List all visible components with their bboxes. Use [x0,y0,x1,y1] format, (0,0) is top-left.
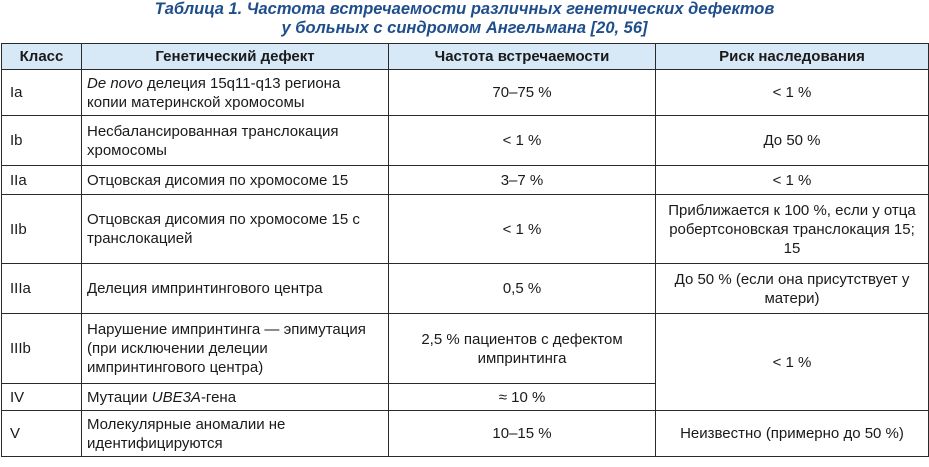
cell-risk: Приближается к 100 %, если у отца роберт… [655,194,929,264]
cell-risk: До 50 % (если она присутствует у матери) [655,263,929,314]
cell-frequency: 2,5 % пациентов с дефектом импринтинга [388,313,656,384]
genetic-defects-table: Класс Генетический дефект Частота встреч… [1,43,929,457]
cell-frequency: 10–15 % [388,410,656,457]
defect-text: Мутации [87,388,152,406]
table-row: IIa Отцовская дисомия по хромосоме 15 3–… [1,165,929,195]
cell-risk: Неизвестно (примерно до 50 %) [655,410,929,457]
cell-frequency: 0,5 % [388,263,656,314]
defect-italic-term: UBE3A [151,388,201,406]
table-row: IIIa Делеция импринтингового центра 0,5 … [1,263,929,314]
header-defect: Генетический дефект [81,43,389,70]
cell-defect: Отцовская дисомия по хромосоме 15 с тран… [81,194,389,264]
caption-line-1: Таблица 1. Частота встречаемости различн… [154,0,775,18]
cell-risk: < 1 % [655,165,929,195]
caption-line-2: у больных с синдромом Ангельмана [20, 56… [281,19,648,37]
header-class: Класс [1,43,82,70]
cell-frequency: 70–75 % [388,69,656,116]
cell-defect: Нарушение импринтинга — эпимутация (при … [81,313,389,384]
cell-risk: < 1 % [655,313,929,411]
cell-defect: Отцовская дисомия по хромосоме 15 [81,165,389,195]
table-row: Ia De novo делеция 15q11-q13 региона коп… [1,69,929,116]
cell-frequency: < 1 % [388,115,656,166]
cell-class: IV [1,383,82,411]
cell-frequency: < 1 % [388,194,656,264]
cell-class: V [1,410,82,457]
cell-defect: Молекулярные аномалии не идентифицируютс… [81,410,389,457]
cell-defect: De novo делеция 15q11-q13 региона копии … [81,69,389,116]
table-caption: Таблица 1. Частота встречаемости различн… [0,0,929,38]
table-header-row: Класс Генетический дефект Частота встреч… [1,43,929,70]
cell-frequency: 3–7 % [388,165,656,195]
cell-defect: Мутации UBE3A-гена [81,383,389,411]
header-frequency: Частота встречаемости [388,43,656,70]
cell-risk: До 50 % [655,115,929,166]
cell-class: IIb [1,194,82,264]
defect-italic-term: De novo [87,74,143,92]
cell-risk: < 1 % [655,69,929,116]
cell-class: IIa [1,165,82,195]
cell-defect: Несбалансированная транслокация хромосом… [81,115,389,166]
cell-class: IIIb [1,313,82,384]
header-risk: Риск наследования [655,43,929,70]
cell-defect: Делеция импринтингового центра [81,263,389,314]
table-row: IIIb Нарушение импринтинга — эпимутация … [1,313,929,411]
cell-class: Ib [1,115,82,166]
defect-text: -гена [200,388,237,406]
cell-class: Ia [1,69,82,116]
cell-frequency: ≈ 10 % [388,383,656,411]
table-row: IV Мутации UBE3A-гена ≈ 10 % [1,383,929,411]
cell-class: IIIa [1,263,82,314]
table-row: IIb Отцовская дисомия по хромосоме 15 с … [1,194,929,264]
table-row: V Молекулярные аномалии не идентифицирую… [1,410,929,457]
defect-text: делеция 15q11-q13 региона копии материнс… [87,74,341,111]
table-row: Ib Несбалансированная транслокация хромо… [1,115,929,166]
